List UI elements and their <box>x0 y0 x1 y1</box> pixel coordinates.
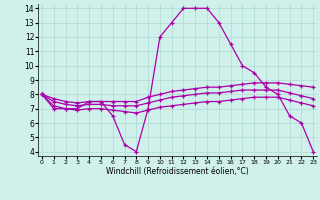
X-axis label: Windchill (Refroidissement éolien,°C): Windchill (Refroidissement éolien,°C) <box>106 167 249 176</box>
